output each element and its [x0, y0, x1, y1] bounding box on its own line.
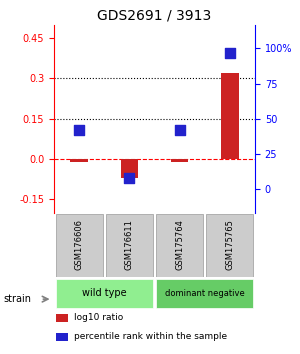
- Point: [127, 175, 132, 181]
- Text: GSM175764: GSM175764: [175, 219, 184, 270]
- FancyBboxPatch shape: [106, 214, 153, 277]
- Text: strain: strain: [3, 294, 31, 304]
- Bar: [221, 73, 239, 159]
- Text: GSM175765: GSM175765: [225, 219, 234, 270]
- FancyBboxPatch shape: [156, 279, 254, 308]
- Bar: [56, 314, 68, 322]
- Point: [77, 127, 82, 133]
- Text: percentile rank within the sample: percentile rank within the sample: [74, 332, 227, 341]
- Text: wild type: wild type: [82, 288, 127, 298]
- Bar: [121, 159, 138, 178]
- Text: GSM176611: GSM176611: [125, 219, 134, 270]
- Text: log10 ratio: log10 ratio: [74, 314, 123, 322]
- FancyBboxPatch shape: [156, 214, 203, 277]
- Point: [227, 50, 232, 55]
- FancyBboxPatch shape: [56, 214, 103, 277]
- Title: GDS2691 / 3913: GDS2691 / 3913: [98, 8, 212, 22]
- Text: dominant negative: dominant negative: [165, 289, 244, 298]
- Text: GSM176606: GSM176606: [75, 219, 84, 270]
- Point: [177, 127, 182, 133]
- Bar: [171, 159, 188, 162]
- Bar: [70, 159, 88, 162]
- FancyBboxPatch shape: [206, 214, 254, 277]
- FancyBboxPatch shape: [56, 279, 153, 308]
- Bar: [56, 333, 68, 341]
